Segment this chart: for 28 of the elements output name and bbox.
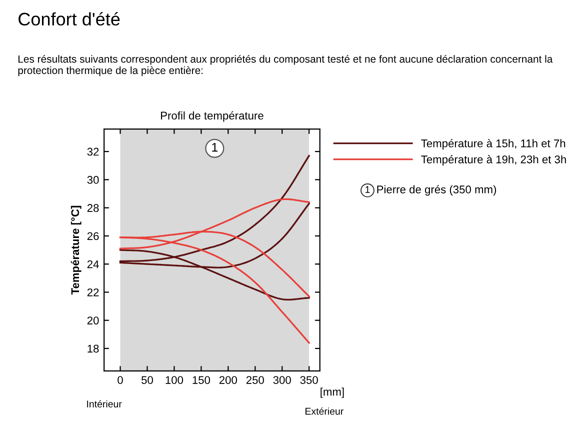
text: Profil de température <box>161 111 264 122</box>
y-tick-label: 22 <box>87 288 99 296</box>
y-tick-label: 26 <box>87 232 99 240</box>
x-tick-label: 350 <box>300 376 318 384</box>
x-tick-label: 100 <box>166 376 184 384</box>
text: Pierre de grés (350 mm) <box>377 185 496 196</box>
x-tick-label: 0 <box>118 376 123 384</box>
y-tick-label: 32 <box>87 148 99 156</box>
y-axis-title: Température [°C] <box>70 206 82 295</box>
x-axis-title: [mm] <box>320 388 344 398</box>
chart-subtitle: Les résultats suivants correspondent aux propriétés du composant testé et ne font aucune déclaration concernant la protection thermique de la pièce entière: <box>18 54 553 76</box>
band-label: 1 <box>212 143 218 152</box>
x-tick-label: 200 <box>219 376 237 384</box>
text: Température à 15h, 11h et 7h <box>421 139 566 150</box>
chart-title: Confort d'été <box>18 12 120 26</box>
y-tick-label: 24 <box>87 260 99 268</box>
x-tick-label: 300 <box>273 376 291 384</box>
text: Extérieur <box>306 407 344 415</box>
text: Intérieur <box>87 400 122 408</box>
text: 1 <box>366 186 370 193</box>
y-tick-label: 20 <box>87 316 99 324</box>
y-tick-label: 28 <box>87 204 99 212</box>
y-tick-label: 30 <box>87 176 99 184</box>
text: Température à 19h, 23h et 3h <box>421 155 566 166</box>
y-tick-label: 18 <box>88 344 99 353</box>
x-tick-label: 50 <box>142 376 153 384</box>
x-tick-label: 150 <box>192 376 210 384</box>
x-tick-label: 250 <box>246 376 264 384</box>
